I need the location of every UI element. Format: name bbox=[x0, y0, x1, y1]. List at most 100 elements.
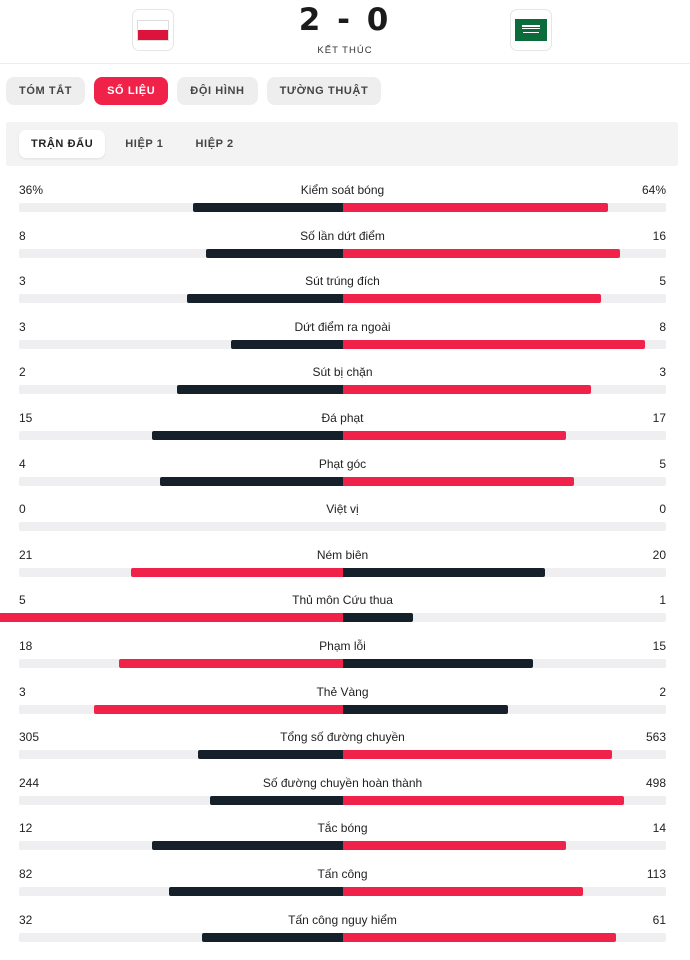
stat-away-value: 2 bbox=[659, 684, 666, 699]
stat-label: Tấn công bbox=[317, 866, 368, 881]
tab-commentary[interactable]: TƯỜNG THUẬT bbox=[266, 77, 382, 105]
stat-row: 3 Dứt điểm ra ngoài 8 bbox=[19, 318, 666, 364]
stat-label: Tắc bóng bbox=[317, 821, 368, 836]
subtab-match[interactable]: TRẬN ĐẤU bbox=[19, 130, 106, 158]
tab-summary[interactable]: TÓM TẮT bbox=[6, 77, 86, 105]
stat-bar-track bbox=[19, 522, 666, 532]
poland-flag-icon bbox=[137, 19, 169, 41]
stat-row: 3 Thẻ Vàng 2 bbox=[19, 683, 666, 729]
period-tabs: TRẬN ĐẤU HIỆP 1 HIỆP 2 bbox=[6, 122, 678, 166]
stats-list: 36% Kiểm soát bóng 64% 8 Số lần dứt điểm 16 3 S… bbox=[0, 181, 666, 957]
stat-home-value: 18 bbox=[19, 638, 33, 653]
stat-away-bar bbox=[342, 248, 620, 258]
stat-home-bar bbox=[176, 385, 343, 395]
stat-row: 21 Ném biên 20 bbox=[19, 546, 666, 592]
stat-away-value: 113 bbox=[646, 866, 666, 881]
stat-away-bar bbox=[342, 886, 583, 896]
away-team-flag[interactable] bbox=[510, 9, 552, 51]
stat-label: Số lần dứt điểm bbox=[300, 228, 385, 243]
stat-home-value: 3 bbox=[19, 319, 26, 334]
stat-home-value: 3 bbox=[19, 274, 26, 289]
tab-stats[interactable]: SỐ LIỆU bbox=[94, 77, 169, 105]
stat-away-bar bbox=[342, 750, 612, 760]
stat-home-value: 8 bbox=[19, 228, 26, 243]
stat-label: Ném biên bbox=[316, 547, 369, 562]
stat-row: 2 Sút bị chặn 3 bbox=[19, 363, 666, 409]
stat-away-bar bbox=[342, 430, 567, 440]
stat-away-bar bbox=[342, 932, 616, 942]
match-status: KẾT THÚC bbox=[317, 45, 373, 56]
subtab-half-2[interactable]: HIỆP 2 bbox=[195, 138, 234, 150]
stat-away-value: 61 bbox=[652, 912, 666, 927]
main-tabs: TÓM TẮT SỐ LIỆU ĐỘI HÌNH TƯỜNG THUẬT bbox=[6, 77, 382, 105]
stat-away-value: 64% bbox=[641, 183, 666, 197]
stat-away-value: 17 bbox=[652, 410, 666, 425]
stat-home-bar bbox=[210, 795, 343, 805]
stat-label: Đá phạt bbox=[321, 410, 364, 425]
stat-away-value: 8 bbox=[659, 319, 666, 334]
stat-home-value: 15 bbox=[19, 410, 33, 425]
stat-away-value: 15 bbox=[652, 638, 666, 653]
stat-home-value: 32 bbox=[19, 912, 33, 927]
stat-away-value: 20 bbox=[652, 547, 666, 562]
stat-row: 12 Tắc bóng 14 bbox=[19, 819, 666, 865]
stat-away-bar bbox=[342, 385, 591, 395]
stat-away-bar bbox=[342, 658, 533, 668]
stat-row: 4 Phạt góc 5 bbox=[19, 455, 666, 501]
stat-label: Dứt điểm ra ngoài bbox=[294, 319, 391, 334]
stat-row: 3 Sút trúng đích 5 bbox=[19, 272, 666, 318]
stat-row: 244 Số đường chuyền hoàn thành 498 bbox=[19, 774, 666, 820]
stat-row: 8 Số lần dứt điểm 16 bbox=[19, 227, 666, 273]
stat-label: Tấn công nguy hiểm bbox=[288, 912, 397, 927]
stat-label: Kiểm soát bóng bbox=[300, 183, 385, 197]
stat-label: Sút trúng đích bbox=[305, 274, 380, 289]
subtab-half-1[interactable]: HIỆP 1 bbox=[125, 138, 164, 150]
home-team-flag[interactable] bbox=[132, 9, 174, 51]
stat-label: Thẻ Vàng bbox=[316, 684, 369, 699]
stat-home-bar bbox=[168, 886, 343, 896]
stat-away-bar bbox=[342, 613, 413, 623]
stat-home-value: 0 bbox=[19, 502, 26, 517]
stat-home-bar bbox=[201, 932, 343, 942]
stat-away-bar bbox=[342, 294, 602, 304]
stat-home-bar bbox=[0, 613, 343, 623]
stat-row: 82 Tấn công 113 bbox=[19, 865, 666, 911]
stat-label: Số đường chuyền hoàn thành bbox=[262, 775, 423, 790]
match-header: 2 - 0 KẾT THÚC bbox=[0, 0, 690, 64]
stat-row: 5 Thủ môn Cứu thua 1 bbox=[0, 591, 666, 637]
stat-home-value: 12 bbox=[19, 821, 33, 836]
stat-away-value: 14 bbox=[652, 821, 666, 836]
stat-home-value: 5 bbox=[19, 593, 26, 608]
stat-row: 0 Việt vị 0 bbox=[19, 500, 666, 546]
stat-home-bar bbox=[205, 248, 343, 258]
stat-row: 305 Tổng số đường chuyền 563 bbox=[19, 728, 666, 774]
stat-away-value: 0 bbox=[659, 502, 666, 517]
stat-row: 15 Đá phạt 17 bbox=[19, 409, 666, 455]
stat-away-value: 5 bbox=[659, 274, 666, 289]
stat-home-bar bbox=[118, 658, 343, 668]
stat-label: Thủ môn Cứu thua bbox=[292, 593, 393, 608]
stat-row: 32 Tấn công nguy hiểm 61 bbox=[19, 911, 666, 957]
stat-home-bar bbox=[94, 704, 343, 714]
stat-home-bar bbox=[160, 476, 343, 486]
stat-home-value: 82 bbox=[19, 866, 33, 881]
stat-home-bar bbox=[152, 430, 343, 440]
stat-label: Tổng số đường chuyền bbox=[280, 730, 405, 745]
saudi-arabia-flag-icon bbox=[515, 19, 547, 41]
stat-away-value: 3 bbox=[659, 365, 666, 380]
stat-away-value: 16 bbox=[652, 228, 666, 243]
stat-away-bar bbox=[342, 476, 575, 486]
stat-away-bar bbox=[342, 339, 645, 349]
stat-row: 18 Phạm lỗi 15 bbox=[19, 637, 666, 683]
stat-home-value: 21 bbox=[19, 547, 33, 562]
stat-away-bar bbox=[342, 567, 546, 577]
stat-away-bar bbox=[342, 704, 509, 714]
stat-away-bar bbox=[342, 795, 625, 805]
stat-row: 36% Kiểm soát bóng 64% bbox=[19, 181, 666, 227]
tab-lineups[interactable]: ĐỘI HÌNH bbox=[177, 77, 258, 105]
stat-away-value: 5 bbox=[659, 456, 666, 471]
stat-away-value: 563 bbox=[645, 730, 666, 745]
stat-home-bar bbox=[187, 294, 343, 304]
stat-label: Sút bị chặn bbox=[312, 365, 373, 380]
stat-home-value: 3 bbox=[19, 684, 26, 699]
